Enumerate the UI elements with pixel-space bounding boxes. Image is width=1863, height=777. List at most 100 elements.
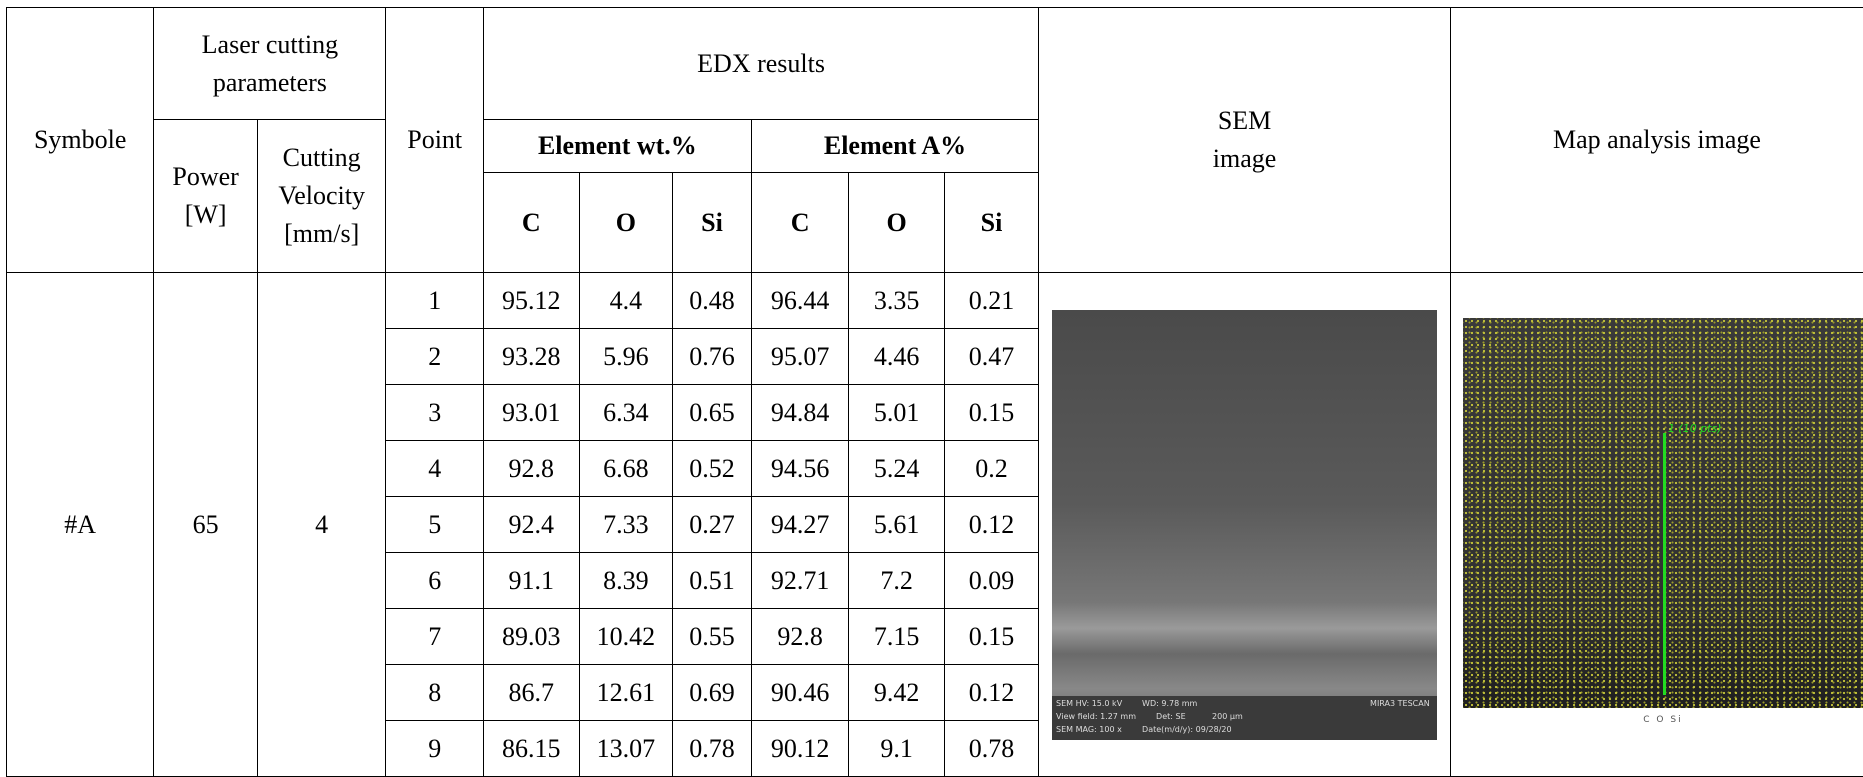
value-cell: 86.15 xyxy=(483,721,579,777)
value-cell: 0.09 xyxy=(944,553,1038,609)
value-cell: 89.03 xyxy=(483,609,579,665)
page: Symbole Laser cutting parameters Point E… xyxy=(0,0,1863,777)
sem-info-text: SEM MAG: 100 x xyxy=(1056,726,1122,734)
map-tag: 1 (10 pts) xyxy=(1668,421,1722,437)
sem-info-text: Date(m/d/y): 09/28/20 xyxy=(1142,726,1232,734)
element-header: C xyxy=(483,173,579,273)
point-cell: 3 xyxy=(386,385,484,441)
sample-cell: 4 xyxy=(257,273,386,777)
value-cell: 7.33 xyxy=(579,497,673,553)
point-cell: 8 xyxy=(386,665,484,721)
value-cell: 0.47 xyxy=(944,329,1038,385)
value-cell: 92.4 xyxy=(483,497,579,553)
value-cell: 0.78 xyxy=(944,721,1038,777)
point-cell: 1 xyxy=(386,273,484,329)
value-cell: 6.68 xyxy=(579,441,673,497)
value-cell: 0.48 xyxy=(673,273,752,329)
edx-table: Symbole Laser cutting parameters Point E… xyxy=(6,7,1863,777)
value-cell: 93.28 xyxy=(483,329,579,385)
value-cell: 5.61 xyxy=(849,497,944,553)
value-cell: 0.78 xyxy=(673,721,752,777)
point-cell: 9 xyxy=(386,721,484,777)
value-cell: 13.07 xyxy=(579,721,673,777)
sem-info-text: 200 µm xyxy=(1212,713,1243,721)
point-cell: 2 xyxy=(386,329,484,385)
value-cell: 93.01 xyxy=(483,385,579,441)
value-cell: 5.96 xyxy=(579,329,673,385)
header-cell: EDX results xyxy=(483,8,1038,120)
sem-info-text: SEM HV: 15.0 kV xyxy=(1056,700,1122,708)
value-cell: 0.2 xyxy=(944,441,1038,497)
header-cell: Laser cutting parameters xyxy=(154,8,386,120)
header-cell: Cutting Velocity [mm/s] xyxy=(257,120,386,273)
header-cell: Symbole xyxy=(7,8,154,273)
value-cell: 0.15 xyxy=(944,385,1038,441)
sem-info-text: Det: SE xyxy=(1156,713,1186,721)
table-body: Symbole Laser cutting parameters Point E… xyxy=(7,8,1863,777)
map-legend: C O Si xyxy=(1463,714,1863,727)
value-cell: 7.2 xyxy=(849,553,944,609)
value-cell: 92.71 xyxy=(751,553,849,609)
element-header: O xyxy=(849,173,944,273)
value-cell: 0.15 xyxy=(944,609,1038,665)
value-cell: 96.44 xyxy=(751,273,849,329)
value-cell: 90.46 xyxy=(751,665,849,721)
value-cell: 9.42 xyxy=(849,665,944,721)
header-cell: Power [W] xyxy=(154,120,258,273)
value-cell: 94.56 xyxy=(751,441,849,497)
point-cell: 6 xyxy=(386,553,484,609)
value-cell: 0.51 xyxy=(673,553,752,609)
sem-info-text: View field: 1.27 mm xyxy=(1056,713,1136,721)
map-line xyxy=(1663,433,1666,695)
value-cell: 95.07 xyxy=(751,329,849,385)
sample-cell: 65 xyxy=(154,273,258,777)
value-cell: 0.65 xyxy=(673,385,752,441)
value-cell: 8.39 xyxy=(579,553,673,609)
sem-info-text: WD: 9.78 mm xyxy=(1142,700,1197,708)
value-cell: 4.4 xyxy=(579,273,673,329)
value-cell: 12.61 xyxy=(579,665,673,721)
header-cell: Map analysis image xyxy=(1450,8,1863,273)
value-cell: 94.84 xyxy=(751,385,849,441)
map-image: 1 (10 pts)C O Si xyxy=(1463,318,1863,708)
element-header: Si xyxy=(944,173,1038,273)
value-cell: 0.69 xyxy=(673,665,752,721)
value-cell: 3.35 xyxy=(849,273,944,329)
value-cell: 0.12 xyxy=(944,665,1038,721)
value-cell: 91.1 xyxy=(483,553,579,609)
value-cell: 0.21 xyxy=(944,273,1038,329)
value-cell: 4.46 xyxy=(849,329,944,385)
value-cell: 90.12 xyxy=(751,721,849,777)
header-cell: SEM image xyxy=(1039,8,1451,273)
value-cell: 92.8 xyxy=(751,609,849,665)
value-cell: 92.8 xyxy=(483,441,579,497)
value-cell: 94.27 xyxy=(751,497,849,553)
value-cell: 0.27 xyxy=(673,497,752,553)
point-cell: 7 xyxy=(386,609,484,665)
value-cell: 0.12 xyxy=(944,497,1038,553)
value-cell: 95.12 xyxy=(483,273,579,329)
map-cell: 1 (10 pts) C O Si xyxy=(1450,273,1863,777)
value-cell: 7.15 xyxy=(849,609,944,665)
value-cell: 0.76 xyxy=(673,329,752,385)
value-cell: 0.55 xyxy=(673,609,752,665)
value-cell: 86.7 xyxy=(483,665,579,721)
header-cell: Point xyxy=(386,8,484,273)
value-cell: 0.52 xyxy=(673,441,752,497)
value-cell: 5.01 xyxy=(849,385,944,441)
value-cell: 6.34 xyxy=(579,385,673,441)
element-header: O xyxy=(579,173,673,273)
header-cell: Element A% xyxy=(751,120,1038,173)
point-cell: 4 xyxy=(386,441,484,497)
value-cell: 10.42 xyxy=(579,609,673,665)
value-cell: 9.1 xyxy=(849,721,944,777)
element-header: C xyxy=(751,173,849,273)
header-row: Symbole Laser cutting parameters Point E… xyxy=(7,8,1863,120)
header-cell: Element wt.% xyxy=(483,120,751,173)
sample-cell: #A xyxy=(7,273,154,777)
value-cell: 5.24 xyxy=(849,441,944,497)
